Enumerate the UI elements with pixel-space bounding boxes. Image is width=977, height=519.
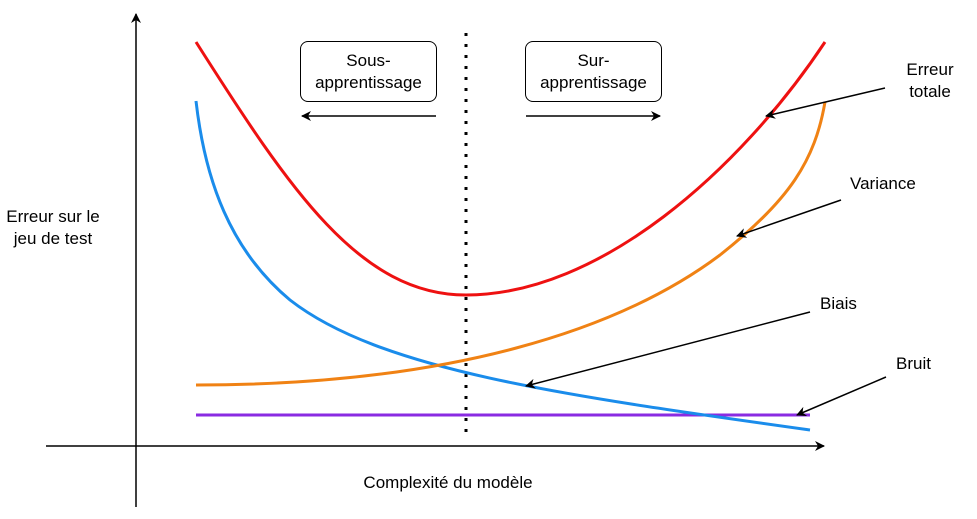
- y-axis-label: Erreur sur le jeu de test: [0, 206, 106, 250]
- underfitting-label-line2: apprentissage: [315, 72, 422, 92]
- bias-pointer-arrow: [525, 311, 811, 389]
- total-error-label: Erreur totale: [886, 59, 974, 103]
- total-error-pointer-arrow: [765, 87, 886, 119]
- x-axis-label: Complexité du modèle: [363, 473, 533, 492]
- variance-curve: [195, 101, 827, 387]
- total-error-curve: [194, 41, 827, 297]
- total-error-label-line1: Erreur: [906, 60, 954, 79]
- variance-label: Variance: [850, 174, 916, 193]
- y-axis-label-line2: jeu de test: [13, 229, 93, 248]
- overfitting-label-line1: Sur-: [577, 50, 610, 70]
- total-error-label-line2: totale: [909, 82, 951, 101]
- noise-pointer-arrow: [796, 376, 887, 417]
- bias-label: Biais: [820, 294, 857, 313]
- underfitting-box: Sous- apprentissage: [300, 41, 437, 102]
- noise-label: Bruit: [896, 354, 931, 373]
- overfitting-box: Sur- apprentissage: [525, 41, 662, 102]
- bias-curve: [194, 100, 811, 432]
- y-axis-label-line1: Erreur sur le: [6, 207, 100, 226]
- overfitting-label-line2: apprentissage: [540, 72, 647, 92]
- underfitting-label-line1: Sous-: [346, 50, 391, 70]
- variance-pointer-arrow: [736, 199, 842, 238]
